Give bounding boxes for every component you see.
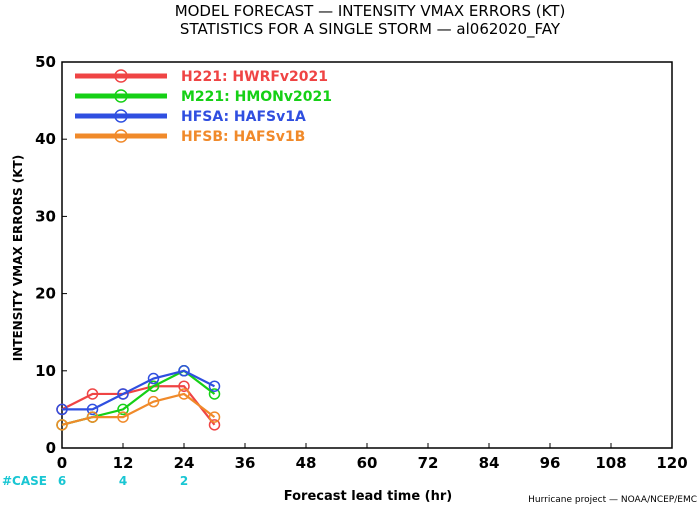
case-count: 4 — [119, 474, 127, 488]
data-point — [56, 403, 68, 416]
data-point — [178, 388, 190, 400]
credit-text: Hurricane project — NOAA/NCEP/EMC — [528, 495, 697, 505]
x-tick-label: 108 — [595, 454, 626, 472]
y-tick-label: 0 — [46, 439, 56, 457]
data-point — [208, 411, 221, 423]
legend-item: H221: HWRFv2021 — [75, 69, 328, 85]
chart-title-line1: MODEL FORECAST — INTENSITY VMAX ERRORS (… — [175, 2, 566, 20]
y-tick-label: 10 — [35, 362, 56, 380]
data-point — [208, 419, 221, 431]
data-point — [56, 419, 68, 431]
legend: H221: HWRFv2021 M221: HMONv2021 HFSA: HAFS… — [75, 69, 332, 145]
data-point — [178, 365, 190, 377]
data-point — [117, 411, 129, 423]
x-tick-label: 12 — [113, 454, 134, 472]
data-point — [147, 380, 160, 392]
data-point — [86, 411, 99, 423]
chart-title-line2: STATISTICS FOR A SINGLE STORM — al062020… — [180, 20, 561, 39]
case-count: 6 — [58, 474, 66, 488]
legend-label: H221: HWRFv2021 — [181, 69, 328, 85]
y-tick-label: 50 — [35, 53, 56, 71]
x-tick-label: 24 — [174, 454, 195, 472]
x-axis: 0 12 24 36 48 60 72 84 96 108 120 — [57, 443, 688, 472]
data-point — [208, 388, 221, 400]
data-point — [178, 380, 190, 392]
data-point — [86, 388, 99, 400]
x-tick-label: 0 — [57, 454, 67, 472]
legend-marker — [114, 89, 128, 103]
y-axis-label: INTENSITY VMAX ERRORS (KT) — [11, 155, 25, 361]
y-axis: 0 10 20 30 40 50 — [35, 53, 67, 457]
data-point — [147, 372, 160, 385]
y-tick-label: 40 — [35, 130, 56, 148]
legend-label: HFSB: HAFSv1B — [181, 129, 305, 145]
data-point — [117, 403, 129, 416]
case-count: 2 — [180, 474, 188, 488]
data-point — [117, 388, 129, 400]
case-counts: #CASE 6 4 2 — [2, 474, 188, 488]
x-tick-label: 84 — [479, 454, 500, 472]
data-point — [208, 380, 221, 392]
data-point — [147, 395, 160, 408]
x-tick-label: 72 — [418, 454, 439, 472]
plot-frame — [61, 61, 673, 449]
x-axis-label: Forecast lead time (hr) — [284, 489, 452, 504]
series-0 — [56, 380, 221, 431]
x-tick-label: 120 — [656, 454, 687, 472]
legend-label: HFSA: HAFSv1A — [181, 109, 306, 125]
series-3 — [56, 388, 221, 431]
legend-item: HFSA: HAFSv1A — [75, 109, 306, 125]
legend-item: HFSB: HAFSv1B — [75, 129, 305, 145]
data-point — [86, 403, 99, 416]
series-2 — [56, 365, 221, 416]
x-tick-label: 48 — [296, 454, 317, 472]
x-tick-label: 60 — [357, 454, 378, 472]
legend-marker — [114, 109, 128, 123]
legend-label: M221: HMONv2021 — [181, 89, 332, 105]
case-label: #CASE — [2, 474, 47, 488]
legend-marker — [114, 69, 128, 83]
series-layer — [56, 365, 221, 431]
y-tick-label: 30 — [35, 207, 56, 225]
x-tick-label: 96 — [540, 454, 561, 472]
legend-item: M221: HMONv2021 — [75, 89, 332, 105]
legend-marker — [114, 129, 128, 143]
x-tick-label: 36 — [235, 454, 256, 472]
y-tick-label: 20 — [35, 285, 56, 303]
